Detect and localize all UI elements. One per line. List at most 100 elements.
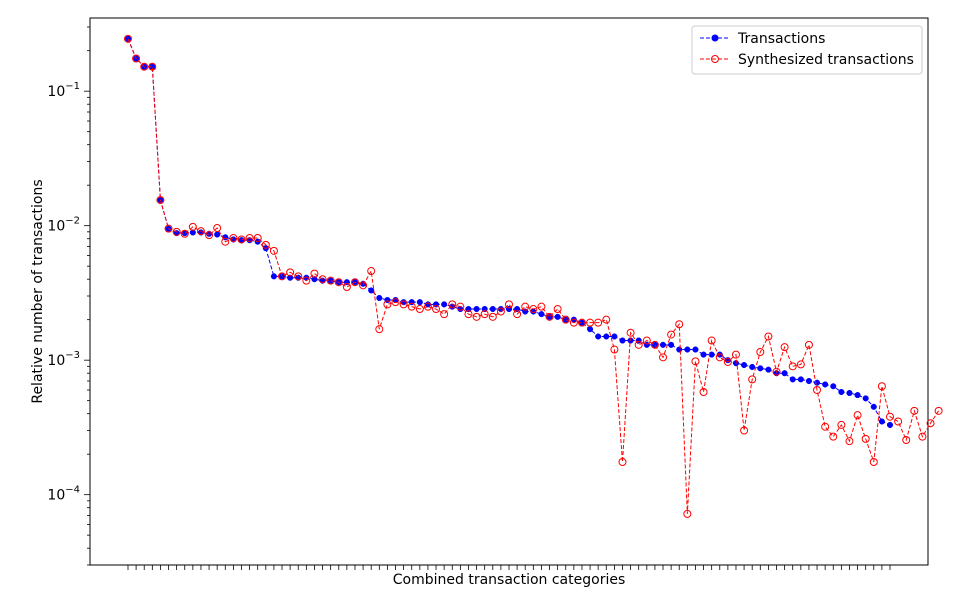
data-point bbox=[432, 305, 441, 314]
data-point bbox=[569, 318, 578, 327]
series-1 bbox=[124, 34, 943, 518]
data-point bbox=[376, 294, 383, 302]
data-point bbox=[611, 333, 618, 340]
data-point bbox=[650, 340, 659, 349]
data-point bbox=[748, 375, 757, 384]
y-axis-label: Relative number of transactions bbox=[30, 179, 46, 403]
data-point bbox=[383, 300, 392, 309]
data-point bbox=[545, 312, 554, 321]
data-point bbox=[619, 337, 626, 344]
data-point bbox=[886, 412, 894, 421]
data-point bbox=[464, 310, 473, 319]
data-point bbox=[910, 406, 919, 415]
y-tick-label: 10−1 bbox=[47, 81, 80, 100]
series-line bbox=[127, 38, 940, 514]
data-point bbox=[830, 383, 837, 390]
data-point bbox=[197, 229, 205, 236]
data-point bbox=[626, 328, 635, 337]
data-point bbox=[367, 267, 376, 276]
data-point bbox=[587, 326, 594, 333]
legend-label-synthesized: Synthesized transactions bbox=[738, 52, 914, 68]
data-point bbox=[196, 227, 205, 236]
data-point bbox=[837, 420, 846, 429]
data-point bbox=[164, 224, 173, 233]
data-point bbox=[294, 272, 303, 281]
data-point bbox=[796, 360, 805, 369]
data-point bbox=[253, 233, 262, 242]
data-point bbox=[214, 231, 221, 238]
data-point bbox=[213, 224, 222, 233]
y-ticks: 10−1 10−2 10−3 10−4 bbox=[47, 26, 90, 566]
data-point bbox=[407, 302, 416, 311]
data-point bbox=[261, 240, 270, 249]
data-point bbox=[764, 332, 773, 341]
data-point bbox=[659, 341, 667, 348]
data-point bbox=[610, 345, 619, 354]
data-point bbox=[156, 196, 165, 205]
data-point bbox=[489, 305, 496, 313]
data-point bbox=[765, 366, 772, 373]
data-point bbox=[513, 310, 522, 319]
data-point bbox=[415, 305, 424, 314]
data-point bbox=[350, 278, 359, 287]
x-axis-label: Combined transaction categories bbox=[393, 572, 626, 588]
data-point bbox=[391, 298, 400, 307]
data-point bbox=[480, 310, 489, 319]
data-point bbox=[878, 418, 885, 425]
data-point bbox=[603, 333, 610, 340]
data-point bbox=[423, 302, 432, 311]
legend-label-transactions: Transactions bbox=[737, 31, 825, 47]
series-layer bbox=[124, 34, 943, 518]
data-point bbox=[448, 300, 457, 309]
data-point bbox=[221, 237, 230, 246]
data-point bbox=[311, 276, 318, 283]
data-point bbox=[618, 457, 627, 466]
data-point bbox=[902, 435, 911, 444]
data-point bbox=[140, 62, 149, 71]
data-point bbox=[472, 312, 481, 321]
data-point bbox=[813, 386, 822, 395]
data-point bbox=[821, 422, 830, 431]
y-tick-label: 10−2 bbox=[47, 216, 80, 235]
data-point bbox=[473, 305, 480, 313]
data-point bbox=[853, 411, 862, 420]
data-point bbox=[692, 346, 699, 353]
data-point bbox=[359, 281, 368, 290]
data-point bbox=[756, 348, 765, 357]
data-point bbox=[684, 346, 691, 353]
data-point bbox=[838, 388, 845, 396]
data-point bbox=[708, 351, 715, 358]
data-point bbox=[505, 300, 513, 309]
data-point bbox=[886, 421, 894, 428]
y-tick-label: 10−4 bbox=[47, 485, 80, 504]
data-point bbox=[854, 392, 861, 399]
data-point bbox=[577, 318, 586, 327]
data-point bbox=[172, 227, 181, 236]
data-point bbox=[862, 395, 869, 402]
data-point bbox=[342, 282, 351, 291]
data-point bbox=[287, 274, 294, 281]
data-point bbox=[732, 360, 740, 367]
data-point bbox=[934, 406, 943, 415]
data-point bbox=[918, 432, 927, 441]
data-point bbox=[869, 457, 878, 466]
data-point bbox=[781, 370, 788, 377]
data-point bbox=[772, 367, 781, 376]
x-ticks bbox=[127, 565, 891, 570]
data-point bbox=[707, 336, 716, 345]
data-point bbox=[302, 276, 311, 285]
data-point bbox=[846, 389, 853, 397]
data-point bbox=[667, 330, 676, 339]
data-point bbox=[586, 318, 595, 327]
data-point bbox=[269, 246, 278, 255]
data-point bbox=[668, 341, 675, 348]
data-point bbox=[813, 379, 821, 386]
data-point bbox=[675, 320, 684, 329]
data-point bbox=[877, 382, 886, 391]
data-point bbox=[205, 231, 214, 240]
data-point bbox=[731, 350, 740, 359]
data-point bbox=[894, 417, 903, 426]
data-point bbox=[741, 361, 748, 369]
data-point bbox=[148, 62, 157, 71]
data-point bbox=[594, 318, 603, 327]
